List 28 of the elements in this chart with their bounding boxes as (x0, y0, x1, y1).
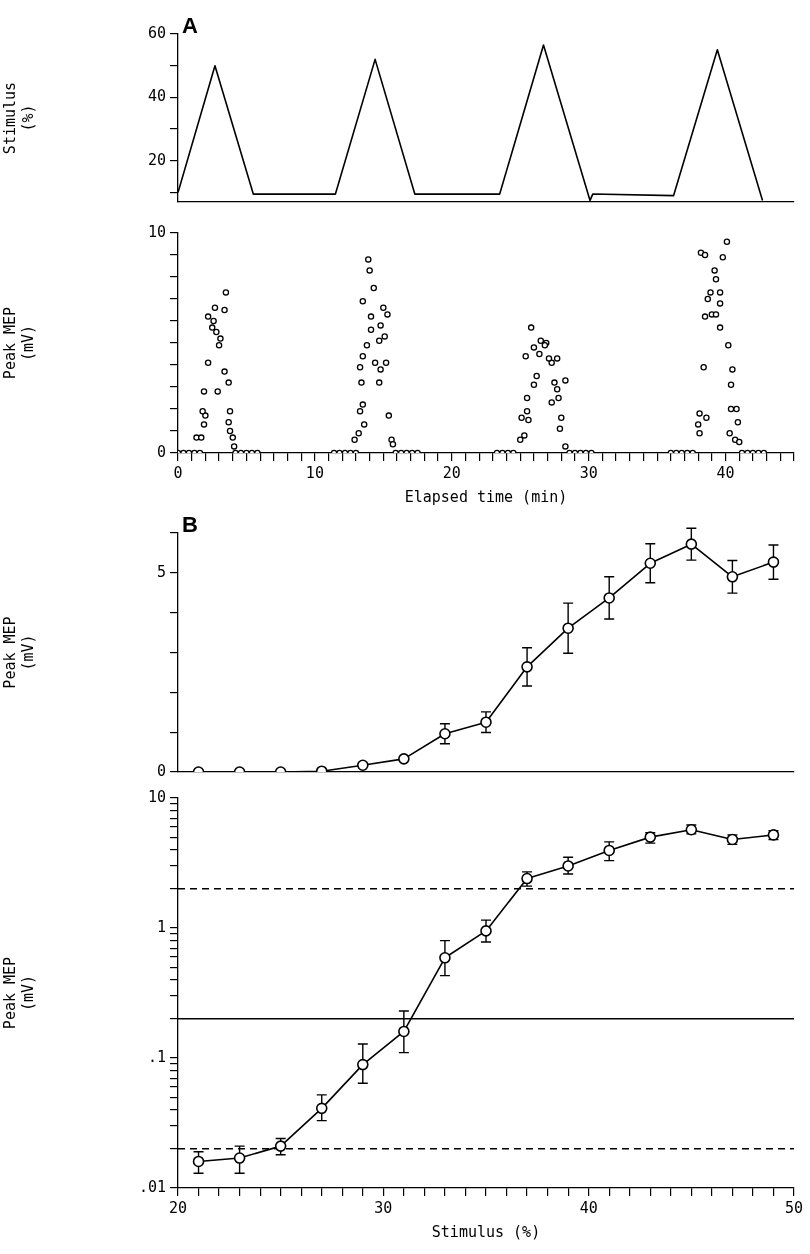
y-axis-title: Peak MEP (mV) (0, 956, 37, 1030)
x-tick-label: 40 (716, 463, 735, 482)
y-tick-label: 0 (156, 442, 166, 461)
x-tick-label: 20 (442, 463, 461, 482)
y-axis-title: Stimulus (%) (0, 81, 37, 155)
x-tick-label: 40 (579, 1198, 598, 1217)
x-tick-label: 10 (305, 463, 324, 482)
y-tick-label: 10 (147, 222, 166, 241)
x-tick-label: 50 (784, 1198, 804, 1217)
y-tick-label: 1 (156, 917, 166, 936)
y-axis-title: Peak MEP (mV) (0, 306, 37, 380)
y-tick-label: 5 (156, 562, 166, 581)
chart-title: A (182, 13, 198, 39)
y-tick-label: 10 (147, 787, 166, 806)
x-tick-label: 20 (168, 1198, 188, 1217)
x-tick-label: 0 (173, 463, 183, 482)
x-tick-label: 30 (374, 1198, 393, 1217)
x-axis-title: Stimulus (%) (431, 1222, 541, 1241)
y-tick-label: .1 (147, 1047, 166, 1066)
y-tick-label: 0 (156, 761, 166, 780)
chart-title: B (182, 512, 198, 538)
y-axis-title: Peak MEP (mV) (0, 616, 37, 689)
y-tick-label: 20 (147, 150, 166, 169)
y-tick-label: .01 (138, 1177, 166, 1196)
x-tick-label: 30 (579, 463, 598, 482)
y-tick-label: 60 (147, 23, 166, 42)
y-tick-label: 40 (147, 87, 166, 106)
x-axis-title: Elapsed time (min) (404, 487, 568, 506)
